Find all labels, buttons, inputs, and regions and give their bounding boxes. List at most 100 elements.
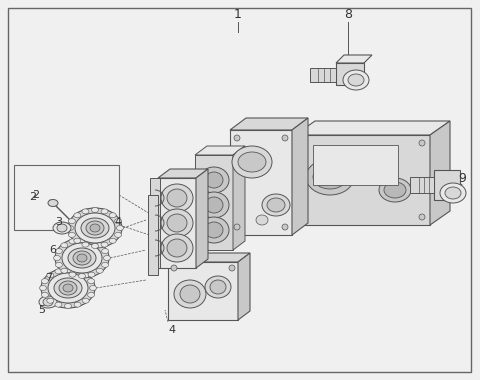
Ellipse shape	[90, 224, 100, 232]
Ellipse shape	[234, 135, 240, 141]
Text: 8: 8	[344, 8, 352, 21]
Ellipse shape	[82, 298, 89, 303]
Ellipse shape	[89, 285, 96, 290]
Bar	[168, 262, 238, 320]
Bar	[313, 145, 398, 185]
Ellipse shape	[92, 244, 98, 249]
Ellipse shape	[234, 224, 240, 230]
Ellipse shape	[199, 167, 229, 193]
Ellipse shape	[205, 197, 223, 213]
Ellipse shape	[440, 183, 466, 203]
Ellipse shape	[300, 214, 306, 220]
Ellipse shape	[48, 273, 88, 303]
Ellipse shape	[75, 213, 115, 243]
Ellipse shape	[101, 209, 108, 214]
Ellipse shape	[41, 268, 95, 308]
Ellipse shape	[41, 279, 48, 283]
Polygon shape	[295, 121, 450, 135]
Ellipse shape	[55, 269, 62, 274]
Bar	[410, 177, 434, 193]
Polygon shape	[195, 146, 245, 155]
Ellipse shape	[43, 298, 53, 306]
Ellipse shape	[88, 272, 95, 277]
Ellipse shape	[74, 213, 81, 218]
Ellipse shape	[87, 279, 95, 283]
Text: 4: 4	[114, 217, 121, 227]
Polygon shape	[230, 118, 308, 130]
Ellipse shape	[256, 215, 268, 225]
Ellipse shape	[62, 243, 102, 273]
Ellipse shape	[161, 184, 193, 212]
Polygon shape	[168, 253, 250, 262]
Ellipse shape	[79, 274, 85, 279]
Bar	[14, 165, 119, 230]
Ellipse shape	[419, 214, 425, 220]
Ellipse shape	[69, 272, 76, 277]
Text: 5: 5	[38, 305, 46, 315]
Text: 6: 6	[49, 245, 56, 255]
Ellipse shape	[63, 284, 73, 292]
Polygon shape	[336, 55, 372, 63]
Ellipse shape	[313, 165, 347, 189]
Ellipse shape	[174, 280, 206, 308]
Ellipse shape	[82, 242, 89, 247]
Bar	[148, 195, 158, 275]
Bar	[434, 170, 460, 200]
Text: 3: 3	[55, 217, 62, 227]
Ellipse shape	[267, 198, 285, 212]
Ellipse shape	[199, 217, 229, 243]
Text: 9: 9	[458, 171, 466, 185]
Ellipse shape	[55, 262, 62, 268]
Ellipse shape	[41, 292, 48, 298]
Ellipse shape	[82, 273, 89, 278]
Ellipse shape	[39, 296, 57, 308]
Ellipse shape	[229, 265, 235, 271]
Ellipse shape	[167, 214, 187, 232]
Ellipse shape	[57, 224, 67, 232]
Ellipse shape	[47, 298, 54, 303]
Ellipse shape	[343, 70, 369, 90]
Polygon shape	[233, 146, 245, 250]
Text: 2: 2	[32, 190, 39, 200]
Ellipse shape	[55, 249, 62, 253]
Ellipse shape	[205, 172, 223, 188]
Bar	[336, 63, 364, 85]
Ellipse shape	[64, 268, 72, 272]
Ellipse shape	[102, 249, 108, 253]
Bar	[230, 130, 292, 235]
Ellipse shape	[161, 209, 193, 237]
Ellipse shape	[104, 255, 110, 261]
Polygon shape	[158, 169, 208, 178]
Ellipse shape	[102, 262, 108, 268]
Ellipse shape	[210, 280, 226, 294]
Ellipse shape	[419, 140, 425, 146]
Ellipse shape	[384, 182, 406, 198]
Ellipse shape	[55, 302, 62, 307]
Bar	[310, 68, 336, 82]
Ellipse shape	[69, 218, 75, 223]
Ellipse shape	[167, 189, 187, 207]
Ellipse shape	[48, 200, 58, 206]
Ellipse shape	[92, 207, 98, 212]
Ellipse shape	[68, 248, 96, 268]
Ellipse shape	[101, 242, 108, 247]
Bar	[150, 178, 160, 268]
Text: 7: 7	[45, 273, 52, 283]
Ellipse shape	[86, 221, 104, 235]
Ellipse shape	[82, 209, 89, 214]
Ellipse shape	[53, 255, 60, 261]
Ellipse shape	[205, 222, 223, 238]
Text: 1: 1	[234, 8, 242, 21]
Ellipse shape	[180, 285, 200, 303]
Ellipse shape	[64, 304, 72, 309]
Ellipse shape	[115, 233, 121, 238]
Ellipse shape	[306, 159, 354, 195]
Ellipse shape	[96, 268, 103, 273]
Ellipse shape	[117, 225, 123, 231]
Ellipse shape	[205, 276, 231, 298]
Ellipse shape	[68, 208, 122, 248]
Ellipse shape	[109, 213, 116, 218]
Ellipse shape	[39, 285, 47, 290]
Ellipse shape	[262, 194, 290, 216]
Bar	[195, 155, 233, 250]
